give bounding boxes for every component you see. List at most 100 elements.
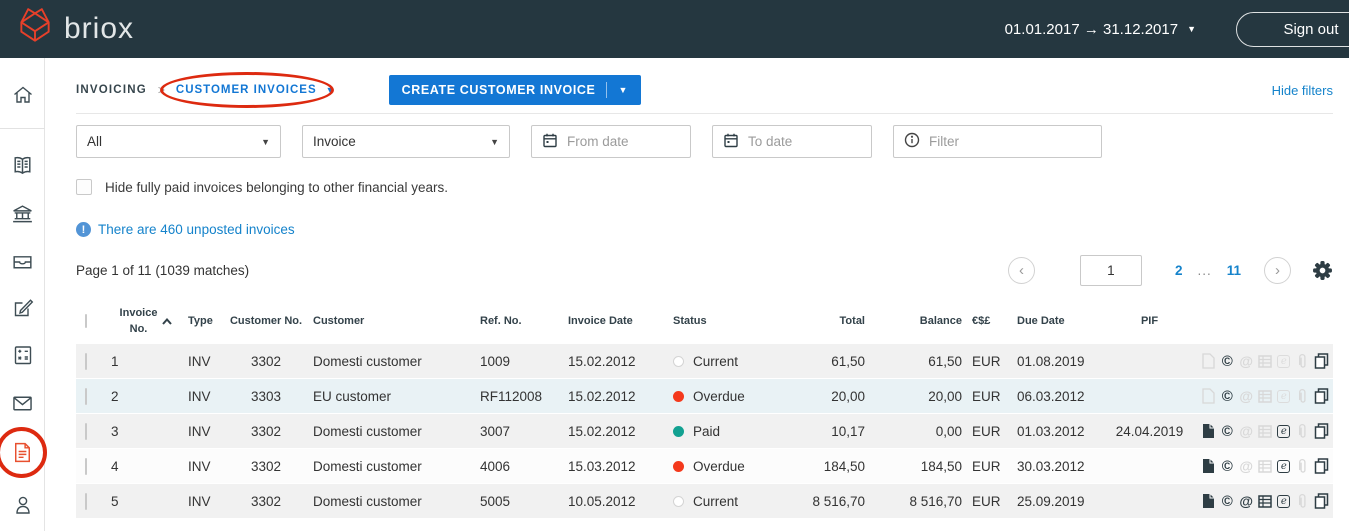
col-type[interactable]: Type — [188, 315, 213, 327]
cell-currency: EUR — [972, 388, 1001, 404]
financial-year-selector[interactable]: 01.01.2017 → 31.12.2017 ▼ — [1005, 21, 1196, 38]
email-icon[interactable]: @ — [1239, 493, 1253, 509]
cell-due-date: 01.08.2019 — [1017, 353, 1085, 369]
invoice-row[interactable]: 1 INV 3302 Domesti customer 1009 15.02.2012 Cu… — [76, 344, 1333, 378]
breadcrumb-invoicing[interactable]: INVOICING — [76, 84, 147, 96]
copyright-icon[interactable]: © — [1221, 422, 1233, 440]
einvoice-icon[interactable]: e — [1275, 494, 1292, 508]
row-checkbox[interactable] — [85, 352, 87, 370]
copyright-icon[interactable]: © — [1221, 457, 1233, 475]
select-caret-icon: ▼ — [261, 136, 270, 147]
invoice-row[interactable]: 2 INV 3303 EU customer RF112008 15.02.2012 Ove… — [76, 379, 1333, 413]
mail-icon[interactable] — [0, 391, 45, 416]
cell-pif: 24.04.2019 — [1115, 423, 1184, 439]
pagination-row: Page 1 of 11 (1039 matches) ‹ 2 ... 11 › — [76, 255, 1333, 286]
cell-ref-no: RF112008 — [480, 388, 543, 404]
copy-icon[interactable] — [1313, 353, 1330, 369]
invoice-row[interactable]: 5 INV 3302 Domesti customer 5005 10.05.2012 Cu… — [76, 484, 1333, 518]
calendar-icon — [723, 132, 739, 151]
cell-due-date: 06.03.2012 — [1017, 388, 1085, 404]
col-currency[interactable]: €$£ — [972, 315, 991, 327]
status-filter-select[interactable]: All ▼ — [76, 125, 281, 158]
row-actions: © @ e — [1192, 458, 1333, 475]
col-status[interactable]: Status — [673, 315, 707, 327]
text-filter-input[interactable]: Filter — [893, 125, 1102, 158]
hide-filters-link[interactable]: Hide filters — [1271, 82, 1333, 98]
col-balance[interactable]: Balance — [919, 315, 962, 327]
col-total[interactable]: Total — [839, 315, 865, 327]
brand[interactable]: briox — [14, 6, 134, 53]
cell-invoice-no: 4 — [111, 458, 119, 474]
hide-paid-checkbox[interactable] — [76, 179, 92, 195]
invoice-row[interactable]: 3 INV 3302 Domesti customer 3007 15.02.2012 Pa… — [76, 414, 1333, 448]
col-invoice-date[interactable]: Invoice Date — [568, 315, 633, 327]
breadcrumb-dropdown-icon[interactable]: ▼ — [325, 85, 335, 95]
header-divider — [76, 113, 1333, 114]
copyright-icon[interactable]: © — [1221, 492, 1233, 510]
compose-icon[interactable] — [0, 296, 45, 320]
einvoice-icon[interactable]: e — [1275, 459, 1292, 473]
copy-icon[interactable] — [1313, 423, 1330, 439]
page-2-link[interactable]: 2 — [1174, 263, 1183, 278]
einvoice-icon[interactable]: e — [1275, 424, 1292, 438]
ledger-book-icon[interactable] — [0, 153, 45, 178]
copyright-icon[interactable]: © — [1221, 352, 1233, 370]
cell-ref-no: 1009 — [480, 353, 511, 369]
einvoice-icon: e — [1275, 389, 1292, 403]
table-header-row: Invoice No. Type Customer No. Customer R… — [76, 298, 1333, 344]
unposted-notice[interactable]: ! There are 460 unposted invoices — [76, 222, 1333, 237]
gear-icon[interactable] — [1312, 260, 1333, 281]
col-ref-no[interactable]: Ref. No. — [480, 315, 522, 327]
col-due-date[interactable]: Due Date — [1017, 315, 1065, 327]
contacts-icon[interactable] — [0, 493, 45, 517]
row-checkbox[interactable] — [85, 457, 87, 475]
create-customer-invoice-button[interactable]: CREATE CUSTOMER INVOICE ▼ — [388, 75, 641, 105]
grid-icon — [1256, 424, 1273, 438]
to-date-input[interactable]: To date — [712, 125, 872, 158]
copy-icon[interactable] — [1313, 458, 1330, 474]
breadcrumb-customer-invoices[interactable]: CUSTOMER INVOICES — [159, 72, 334, 108]
create-dropdown-icon[interactable]: ▼ — [618, 84, 628, 95]
document-icon[interactable] — [1200, 493, 1217, 509]
prev-page-button[interactable]: ‹ — [1007, 257, 1035, 284]
col-customer-no[interactable]: Customer No. — [229, 315, 303, 327]
from-date-input[interactable]: From date — [531, 125, 691, 158]
page-11-link[interactable]: 11 — [1226, 263, 1241, 278]
cell-invoice-date: 15.02.2012 — [568, 423, 636, 439]
cell-total: 184,50 — [823, 458, 865, 474]
copyright-icon[interactable]: © — [1221, 387, 1233, 405]
bank-icon[interactable] — [0, 202, 45, 227]
doctype-filter-select[interactable]: Invoice ▼ — [302, 125, 510, 158]
calculator-icon[interactable] — [0, 343, 45, 367]
home-icon[interactable] — [0, 83, 45, 107]
document-icon[interactable] — [1200, 423, 1217, 439]
status-label: Current — [693, 493, 739, 509]
briox-logo-icon — [14, 6, 56, 53]
inbox-icon[interactable] — [0, 249, 45, 274]
attachment-icon — [1294, 353, 1311, 369]
customer-invoices-icon[interactable] — [0, 440, 45, 465]
col-pif[interactable]: PIF — [1140, 315, 1159, 327]
next-page-button[interactable]: › — [1264, 257, 1291, 284]
copy-icon[interactable] — [1313, 493, 1330, 509]
document-icon[interactable] — [1200, 458, 1217, 474]
grid-icon — [1256, 459, 1273, 473]
invoice-row[interactable]: 4 INV 3302 Domesti customer 4006 15.03.2012 Ov… — [76, 449, 1333, 483]
col-customer[interactable]: Customer — [313, 315, 365, 327]
copy-icon[interactable] — [1313, 388, 1330, 404]
chevron-down-icon: ▼ — [1187, 23, 1196, 34]
cell-customer-no: 3302 — [250, 423, 282, 439]
sign-out-button[interactable]: Sign out — [1236, 11, 1349, 47]
page-ellipsis: ... — [1197, 263, 1212, 278]
row-checkbox[interactable] — [85, 422, 87, 440]
col-invoice-no[interactable]: Invoice No. — [106, 305, 181, 338]
breadcrumb-separator: > — [157, 83, 165, 97]
page-number-input[interactable] — [1079, 255, 1142, 286]
cell-total: 8 516,70 — [812, 493, 865, 509]
row-checkbox[interactable] — [85, 387, 87, 405]
grid-icon[interactable] — [1256, 494, 1273, 508]
select-all-checkbox[interactable] — [85, 314, 87, 328]
cell-type: INV — [188, 423, 211, 439]
row-checkbox[interactable] — [85, 492, 87, 510]
